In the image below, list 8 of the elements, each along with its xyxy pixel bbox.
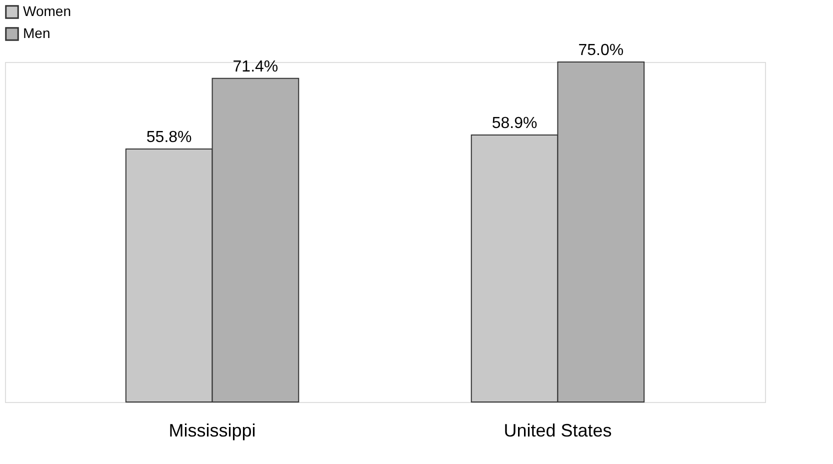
x-tick-label: Mississippi bbox=[168, 420, 256, 440]
legend-label: Women bbox=[23, 3, 71, 19]
data-label: 55.8% bbox=[146, 129, 192, 146]
data-label: 58.9% bbox=[492, 114, 538, 132]
data-label: 71.4% bbox=[232, 58, 278, 76]
x-tick-label: United States bbox=[504, 420, 612, 440]
data-label: 75.0% bbox=[578, 42, 624, 59]
legend-label: Men bbox=[23, 25, 50, 41]
